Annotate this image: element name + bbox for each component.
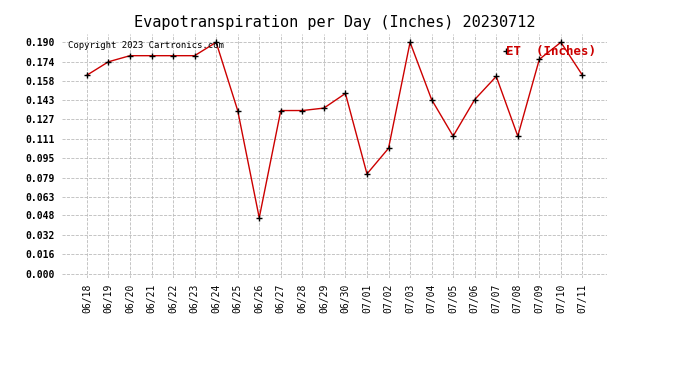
ET  (Inches) bbox=[233, 108, 242, 113]
ET  (Inches) bbox=[513, 134, 522, 138]
Text: Copyright 2023 Cartronics.com: Copyright 2023 Cartronics.com bbox=[68, 41, 224, 50]
ET  (Inches) bbox=[255, 216, 264, 220]
ET  (Inches) bbox=[363, 172, 371, 176]
ET  (Inches) bbox=[557, 40, 565, 45]
ET  (Inches) bbox=[449, 134, 457, 138]
ET  (Inches) bbox=[384, 146, 393, 151]
ET  (Inches) bbox=[212, 40, 220, 45]
ET  (Inches) bbox=[126, 54, 134, 58]
ET  (Inches) bbox=[319, 106, 328, 110]
ET  (Inches) bbox=[104, 60, 112, 64]
ET  (Inches) bbox=[298, 108, 306, 113]
ET  (Inches) bbox=[471, 98, 479, 102]
Title: Evapotranspiration per Day (Inches) 20230712: Evapotranspiration per Day (Inches) 2023… bbox=[134, 15, 535, 30]
ET  (Inches) bbox=[428, 98, 436, 102]
ET  (Inches) bbox=[148, 54, 156, 58]
ET  (Inches) bbox=[169, 54, 177, 58]
ET  (Inches) bbox=[535, 57, 544, 62]
Legend: ET  (Inches): ET (Inches) bbox=[501, 40, 601, 63]
Line: ET  (Inches): ET (Inches) bbox=[84, 39, 585, 220]
ET  (Inches) bbox=[578, 73, 586, 78]
ET  (Inches) bbox=[342, 91, 350, 96]
ET  (Inches) bbox=[277, 108, 285, 113]
ET  (Inches) bbox=[406, 40, 414, 45]
ET  (Inches) bbox=[190, 54, 199, 58]
ET  (Inches) bbox=[83, 73, 91, 78]
ET  (Inches) bbox=[492, 74, 500, 79]
